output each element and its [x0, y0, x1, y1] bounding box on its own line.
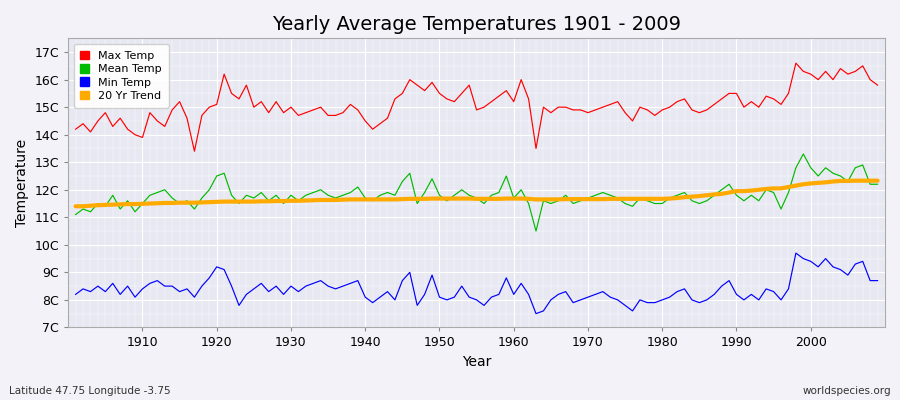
X-axis label: Year: Year	[462, 355, 491, 369]
Text: worldspecies.org: worldspecies.org	[803, 386, 891, 396]
Y-axis label: Temperature: Temperature	[15, 139, 29, 227]
Title: Yearly Average Temperatures 1901 - 2009: Yearly Average Temperatures 1901 - 2009	[272, 15, 681, 34]
Text: Latitude 47.75 Longitude -3.75: Latitude 47.75 Longitude -3.75	[9, 386, 171, 396]
Legend: Max Temp, Mean Temp, Min Temp, 20 Yr Trend: Max Temp, Mean Temp, Min Temp, 20 Yr Tre…	[74, 44, 168, 108]
